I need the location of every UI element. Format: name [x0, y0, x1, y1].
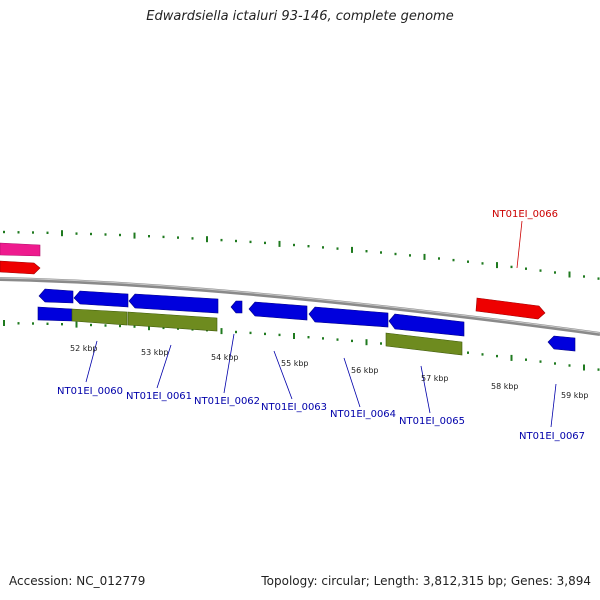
tick-label-55: 55 kbp [281, 359, 309, 368]
gene-label-NT01EI_0060[interactable]: NT01EI_0060 [57, 386, 123, 397]
rna-feature-3[interactable] [385, 332, 463, 356]
gene-NT01EI_0066-arrow[interactable] [475, 297, 546, 320]
gene-labels: NT01EI_0060 NT01EI_0061 NT01EI_0062 NT01… [57, 209, 585, 442]
genome-backbone-highlight [0, 277, 600, 334]
reverse-strand-row-upper [38, 288, 576, 352]
tick-label-58: 58 kbp [491, 382, 519, 391]
gene-NT01EI_0060-arrow[interactable] [38, 288, 74, 304]
rna-feature-1[interactable] [71, 308, 128, 326]
tick-label-52: 52 kbp [70, 344, 98, 353]
leader-NT01EI_0063 [273, 350, 293, 400]
tick-label-56: 56 kbp [351, 366, 379, 375]
gene-label-NT01EI_0064[interactable]: NT01EI_0064 [330, 409, 396, 420]
gene-NT01EI_0062a-arrow[interactable] [128, 293, 219, 314]
forward-strand-features [0, 242, 546, 320]
leader-NT01EI_0065 [420, 365, 431, 414]
map-title: Edwardsiella ictaluri 93-146, complete g… [146, 9, 454, 24]
rna-feature-2[interactable] [127, 311, 218, 332]
gene-NT01EI_0065-arrow[interactable] [388, 313, 465, 337]
leader-NT01EI_0066 [516, 220, 523, 269]
gene-NT01EI_0061a-arrow[interactable] [73, 290, 129, 308]
tick-label-53: 53 kbp [141, 348, 169, 357]
tick-label-54: 54 kbp [211, 353, 239, 362]
genome-summary-text: Topology: circular; Length: 3,812,315 bp… [261, 574, 591, 588]
gene-label-NT01EI_0066[interactable]: NT01EI_0066 [492, 209, 558, 220]
genome-backbone [0, 277, 600, 336]
leader-NT01EI_0067 [550, 383, 557, 428]
gene-NT01EI_0064-arrow[interactable] [308, 306, 389, 328]
leader-NT01EI_0062 [223, 333, 235, 394]
gene-label-NT01EI_0062[interactable]: NT01EI_0062 [194, 396, 260, 407]
leader-NT01EI_0064 [343, 357, 361, 408]
forward-feature-red-left[interactable] [0, 260, 41, 275]
reverse-strand-row-lower [37, 306, 463, 356]
accession-text: Accession: NC_012779 [9, 574, 146, 588]
tick-label-59: 59 kbp [561, 391, 589, 400]
leader-NT01EI_0061 [156, 344, 172, 389]
leader-NT01EI_0060 [85, 340, 98, 383]
gene-label-NT01EI_0065[interactable]: NT01EI_0065 [399, 416, 465, 427]
gene-label-NT01EI_0063[interactable]: NT01EI_0063 [261, 402, 327, 413]
gene-NT01EI_0062-arrow[interactable] [230, 300, 243, 314]
tick-label-57: 57 kbp [421, 374, 449, 383]
gene-label-NT01EI_0061[interactable]: NT01EI_0061 [126, 391, 192, 402]
gc-skew-track-upper [3, 230, 600, 280]
reverse-feature-blue[interactable] [37, 306, 73, 322]
gene-NT01EI_0063-arrow[interactable] [248, 301, 308, 321]
tick-labels: 52 kbp 53 kbp 54 kbp 55 kbp 56 kbp 57 kb… [70, 344, 589, 400]
gene-label-NT01EI_0067[interactable]: NT01EI_0067 [519, 431, 585, 442]
gene-NT01EI_0067-arrow[interactable] [547, 335, 576, 352]
label-leader-lines [85, 220, 557, 428]
forward-feature-pink[interactable] [0, 242, 41, 257]
